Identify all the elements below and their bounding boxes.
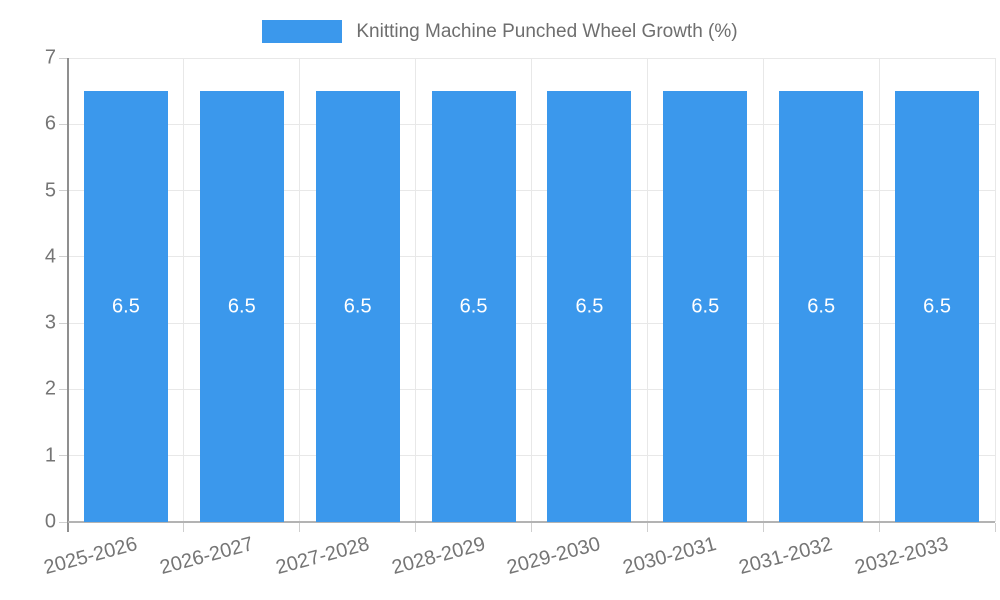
y-tick-mark xyxy=(59,455,68,457)
x-tick-mark xyxy=(183,523,185,532)
bar[interactable] xyxy=(779,91,864,522)
chart-title: Knitting Machine Punched Wheel Growth (%… xyxy=(356,21,738,42)
y-tick-mark xyxy=(59,57,68,59)
y-tick-mark xyxy=(59,256,68,258)
bar-value-label: 6.5 xyxy=(459,295,488,318)
legend[interactable]: Knitting Machine Punched Wheel Growth (%… xyxy=(0,20,1000,43)
bar-value-label: 6.5 xyxy=(343,295,372,318)
y-tick-label: 3 xyxy=(44,311,56,334)
y-tick-label: 6 xyxy=(44,112,56,135)
bar[interactable] xyxy=(199,91,284,522)
x-tick-mark xyxy=(762,523,764,532)
y-tick-label: 7 xyxy=(44,46,56,69)
y-tick-mark xyxy=(59,388,68,390)
bar[interactable] xyxy=(895,91,980,522)
bar[interactable] xyxy=(547,91,632,522)
y-tick-label: 4 xyxy=(44,245,56,268)
bar-value-label: 6.5 xyxy=(575,295,604,318)
x-tick-mark xyxy=(646,523,648,532)
x-axis-line xyxy=(68,521,995,523)
y-tick-mark xyxy=(59,521,68,523)
x-tick-mark xyxy=(415,523,417,532)
y-tick-mark xyxy=(59,322,68,324)
bar-value-label: 6.5 xyxy=(923,295,951,318)
gridline-v xyxy=(762,58,764,522)
x-tick-mark xyxy=(299,523,301,532)
y-tick-label: 5 xyxy=(44,179,56,202)
x-tick-mark xyxy=(531,523,532,532)
bar[interactable] xyxy=(83,91,168,522)
x-tick-mark xyxy=(878,523,880,532)
y-tick-label: 1 xyxy=(44,444,56,467)
bar-value-label: 6.5 xyxy=(691,295,720,318)
gridline-v xyxy=(646,58,648,522)
gridline-v xyxy=(415,58,417,522)
x-tick-mark xyxy=(994,523,996,532)
bar-value-label: 6.5 xyxy=(807,295,836,318)
bar-value-label: 6.5 xyxy=(227,295,256,318)
bar-value-label: 6.5 xyxy=(112,295,140,318)
gridline-v xyxy=(994,58,996,522)
y-tick-mark xyxy=(59,190,68,192)
bar[interactable] xyxy=(663,91,748,522)
gridline-v xyxy=(878,58,880,522)
bar[interactable] xyxy=(315,91,400,522)
gridline-v xyxy=(183,58,185,522)
y-tick-label: 0 xyxy=(44,510,56,533)
gridline-v xyxy=(531,58,532,522)
y-tick-label: 2 xyxy=(44,377,56,400)
gridline-v xyxy=(299,58,301,522)
bar[interactable] xyxy=(431,91,516,522)
legend-swatch xyxy=(262,20,343,43)
y-tick-mark xyxy=(59,123,68,125)
y-axis-line xyxy=(67,58,69,532)
